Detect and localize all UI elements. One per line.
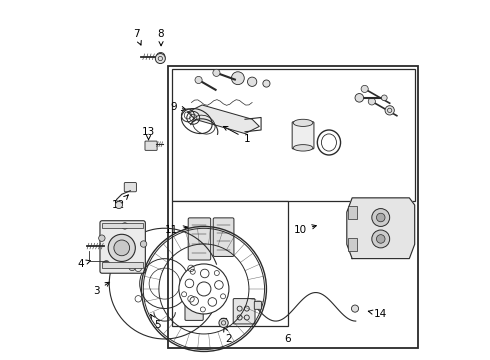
Text: 9: 9 — [170, 102, 186, 112]
Circle shape — [368, 98, 375, 105]
Circle shape — [179, 264, 229, 314]
FancyBboxPatch shape — [233, 298, 255, 324]
Text: 4: 4 — [77, 259, 90, 269]
FancyBboxPatch shape — [100, 221, 146, 273]
Text: 11: 11 — [165, 225, 188, 235]
Ellipse shape — [293, 145, 313, 151]
FancyBboxPatch shape — [213, 218, 234, 256]
Circle shape — [103, 261, 110, 267]
Text: 14: 14 — [368, 309, 388, 319]
Circle shape — [122, 223, 128, 229]
Circle shape — [372, 208, 390, 226]
Circle shape — [219, 318, 228, 328]
Text: 8: 8 — [158, 28, 164, 46]
Circle shape — [108, 234, 135, 261]
Circle shape — [247, 77, 257, 86]
FancyBboxPatch shape — [185, 293, 203, 320]
Circle shape — [361, 85, 368, 93]
Circle shape — [376, 235, 385, 243]
Circle shape — [195, 76, 202, 84]
Circle shape — [213, 69, 220, 76]
Text: 13: 13 — [142, 127, 155, 140]
Circle shape — [140, 241, 147, 247]
Circle shape — [381, 95, 387, 101]
Circle shape — [376, 213, 385, 222]
Text: 3: 3 — [94, 282, 110, 296]
Circle shape — [231, 72, 245, 85]
FancyBboxPatch shape — [188, 218, 211, 260]
Polygon shape — [188, 105, 259, 134]
Circle shape — [98, 235, 105, 241]
Bar — [348, 206, 357, 219]
Polygon shape — [347, 198, 415, 258]
Bar — [172, 202, 288, 327]
Text: 12: 12 — [112, 195, 128, 210]
FancyBboxPatch shape — [124, 183, 136, 192]
Bar — [348, 238, 357, 251]
Circle shape — [156, 53, 165, 61]
FancyBboxPatch shape — [292, 122, 314, 149]
Circle shape — [263, 80, 270, 87]
Circle shape — [385, 106, 394, 115]
Circle shape — [372, 230, 390, 248]
Circle shape — [129, 264, 135, 271]
Bar — [102, 223, 143, 228]
Circle shape — [351, 305, 359, 312]
Bar — [172, 69, 415, 202]
Text: 2: 2 — [224, 328, 232, 344]
Bar — [168, 66, 418, 348]
Circle shape — [114, 240, 130, 256]
Ellipse shape — [293, 119, 313, 126]
Circle shape — [155, 54, 165, 64]
Circle shape — [355, 94, 364, 102]
FancyBboxPatch shape — [145, 141, 157, 150]
Text: 6: 6 — [285, 334, 291, 344]
Text: 7: 7 — [133, 28, 141, 45]
FancyBboxPatch shape — [254, 301, 262, 309]
Circle shape — [115, 202, 122, 208]
Text: 10: 10 — [294, 225, 316, 235]
Text: 1: 1 — [223, 126, 250, 144]
Text: 5: 5 — [151, 315, 161, 330]
Bar — [102, 262, 143, 267]
